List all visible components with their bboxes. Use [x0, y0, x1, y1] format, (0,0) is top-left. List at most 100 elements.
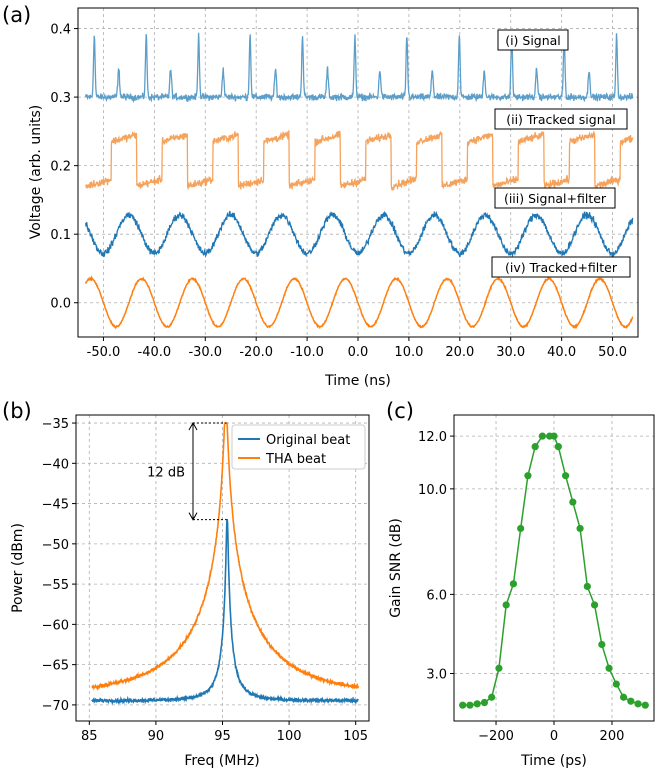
gain-snr-point: [502, 601, 510, 609]
gain-snr-point: [554, 443, 562, 451]
panel-label-a: (a): [2, 3, 31, 27]
panel-b-ytick-label: −45: [42, 498, 69, 513]
annotation-12db-label: 12 dB: [147, 465, 185, 480]
gain-snr-point: [619, 693, 628, 701]
panel-a-ytick-label: 0.4: [50, 23, 71, 38]
panel-a-xtick-label: -20.0: [239, 345, 273, 360]
panel-a-label-text: (i) Signal: [505, 33, 561, 48]
gain-snr-point: [569, 498, 577, 506]
panel-a-series-label: (iii) Signal+filter: [494, 187, 616, 209]
panel-a-xtick-label: 0.0: [348, 345, 369, 360]
gain-snr-point: [459, 701, 467, 709]
panel-a-ticks: -50.0 -40.0 -30.0 -20.0 -10.0 0.0 10.0 20.0 30.0…: [50, 23, 627, 360]
panel-c-ytick-label: 6.0: [426, 588, 447, 603]
panel-b-ytick-label: −70: [42, 699, 69, 714]
panel-c-ytick-label: 10.0: [418, 483, 447, 498]
panel-c-xtick-label: 200: [600, 729, 625, 744]
gain-snr-point: [590, 601, 599, 609]
panel-a-xtick-label: 30.0: [496, 345, 525, 360]
gain-snr-point: [627, 697, 635, 705]
gain-snr-point: [641, 701, 649, 709]
panel-a-xtick-label: 20.0: [445, 345, 474, 360]
panel-c-series: [459, 432, 649, 709]
panel-label-b: (b): [2, 399, 32, 423]
panel-a-xtick-label: 50.0: [598, 345, 627, 360]
panel-a-ytick-label: 0.1: [50, 228, 71, 243]
gain-snr-point: [466, 701, 474, 709]
series-signal-line: [84, 32, 634, 103]
panel-a-ylabel: Voltage (arb. units): [28, 105, 44, 239]
series-signal-filter-line: [84, 210, 634, 260]
panel-b-xtick-label: 85: [81, 729, 98, 744]
gain-snr-point: [517, 524, 525, 533]
panel-a-xtick-label: 40.0: [547, 345, 576, 360]
panel-b-ytick-label: −35: [42, 417, 69, 432]
panel-a-label-box: [497, 29, 569, 51]
panel-b-ticks: 85 90 95 100 105 −35 −40 −45 −50 −55 −60 −65 −70: [42, 417, 369, 744]
gain-snr-point: [576, 524, 584, 533]
annotation-arrow-down: [188, 512, 198, 521]
gain-snr-point: [531, 443, 539, 451]
panel-a-xtick-label: -40.0: [138, 345, 172, 360]
panel-b-annotation: 12 dB: [147, 422, 227, 521]
legend-label: THA beat: [265, 452, 326, 467]
panel-a-label-box: [491, 256, 631, 278]
panel-a-xtick-label: -10.0: [290, 345, 324, 360]
gain-snr-point: [480, 698, 489, 707]
series-tracked-filter-line: [84, 275, 634, 330]
panel-c-chart: −200 0 200 3.0 6.0 10.0 12.0 Time (ps) Gain SN…: [388, 414, 655, 769]
panel-a-label-box: [494, 108, 628, 130]
gain-snr-point: [583, 582, 591, 591]
panel-b-ytick-label: −50: [42, 538, 69, 553]
panel-a-legend: (i) Signal (ii) Tracked signal (iii) Signa…: [491, 29, 631, 278]
gain-snr-point: [473, 700, 481, 708]
panel-b-ylabel: Power (dBm): [10, 523, 26, 613]
panel-b-xlabel: Freq (MHz): [184, 753, 259, 769]
panel-b-xtick-label: 100: [277, 729, 302, 744]
panel-a-series-label: (i) Signal: [497, 29, 569, 51]
annotation-arrow-up: [188, 422, 198, 431]
panel-b-ytick-label: −40: [42, 457, 69, 472]
panel-a-series-label: (ii) Tracked signal: [494, 108, 628, 130]
panel-b-chart: 12 dB 85 90 95 100 105 −35 −40 −45 −50 −55 −60 −65 −…: [10, 414, 370, 769]
panel-c-ytick-label: 12.0: [418, 430, 447, 445]
panel-a-series-label: (iv) Tracked+filter: [491, 256, 631, 278]
panel-a-xtick-label: -30.0: [188, 345, 222, 360]
panel-a-label-box: [494, 187, 616, 209]
panel-c-grid: [454, 415, 654, 721]
panel-b-xtick-label: 105: [343, 729, 368, 744]
legend-box: [231, 424, 366, 470]
gain-snr-point: [495, 664, 503, 672]
panel-c-ticks: −200 0 200 3.0 6.0 10.0 12.0: [418, 430, 624, 744]
panel-a-ytick-label: 0.0: [50, 297, 71, 312]
panel-a-label-text: (iii) Signal+filter: [504, 191, 607, 206]
legend-label: Original beat: [266, 433, 350, 448]
panel-a-label-text: (ii) Tracked signal: [506, 112, 616, 127]
panel-c-xtick-label: 0: [550, 729, 558, 744]
gain-snr-point: [612, 680, 620, 688]
gain-snr-point: [598, 640, 606, 649]
panel-c-xtick-label: −200: [478, 729, 514, 744]
gain-snr-point: [561, 472, 570, 480]
gain-snr-point: [524, 472, 532, 480]
panel-c-ytick-label: 3.0: [426, 668, 447, 683]
panel-a-series: [84, 32, 634, 330]
panel-a-chart: (i) Signal (ii) Tracked signal (iii) Signa…: [28, 7, 639, 389]
panel-b-ytick-label: −65: [42, 659, 69, 674]
series-original-beat-line: [91, 518, 360, 706]
panel-c-ylabel: Gain SNR (dB): [388, 518, 404, 618]
panel-a-xtick-label: -50.0: [87, 345, 121, 360]
panel-b-ytick-label: −60: [42, 618, 69, 633]
gain-snr-point: [634, 700, 642, 708]
panel-b-legend: Original beat THA beat: [231, 424, 366, 470]
panel-b-xtick-label: 95: [214, 729, 231, 744]
gain-snr-point: [488, 693, 496, 701]
panel-b-xtick-label: 90: [148, 729, 165, 744]
panel-a-xlabel: Time (ns): [324, 373, 391, 389]
panel-a-label-text: (iv) Tracked+filter: [505, 260, 618, 275]
series-tracked-signal-line: [85, 130, 634, 192]
panel-c-xlabel: Time (ps): [520, 753, 587, 769]
panel-a-ytick-label: 0.2: [50, 160, 71, 175]
panel-a-ytick-label: 0.3: [50, 91, 71, 106]
